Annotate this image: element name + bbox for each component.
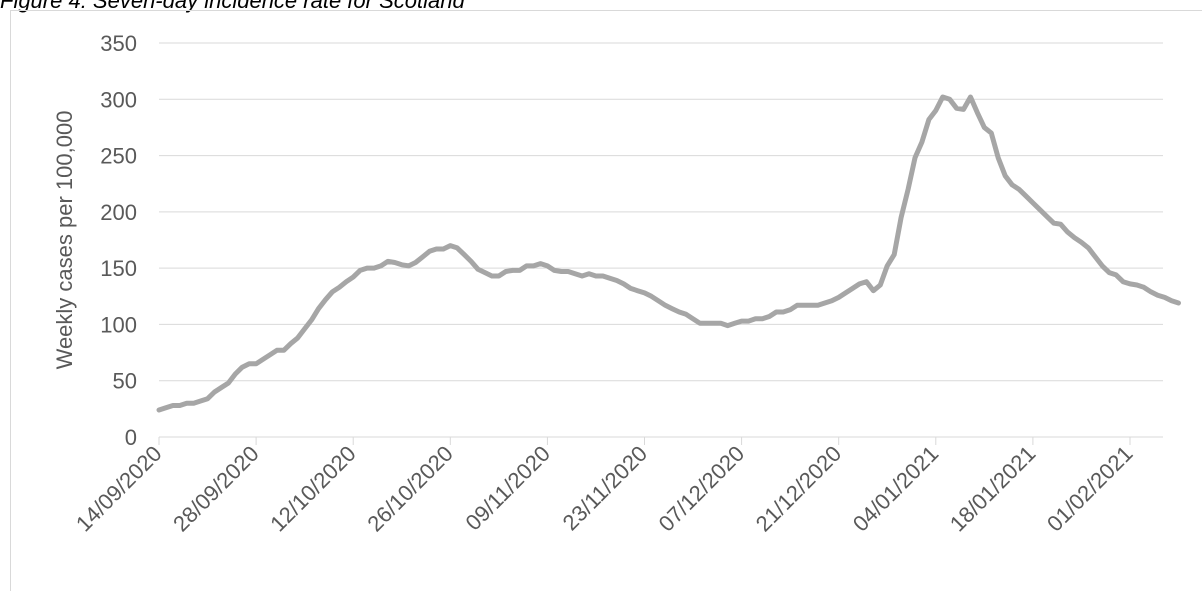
y-tick-label: 50	[113, 369, 137, 394]
y-tick-label: 350	[100, 31, 137, 56]
x-tick-label: 26/10/2020	[362, 441, 458, 537]
series-line	[156, 94, 1181, 413]
x-tick-label: 21/12/2020	[751, 441, 847, 537]
x-tick-label: 28/09/2020	[168, 441, 264, 537]
x-tick-label: 14/09/2020	[71, 441, 167, 537]
x-tick-label: 07/12/2020	[654, 441, 750, 537]
y-tick-label: 100	[100, 312, 137, 337]
x-tick-label: 18/01/2021	[945, 441, 1041, 537]
y-tick-label: 0	[125, 425, 137, 450]
x-tick-label: 09/11/2020	[461, 441, 555, 535]
y-tick-label: 150	[100, 256, 137, 281]
x-tick-label: 12/10/2020	[265, 441, 361, 537]
y-axis-ticks: 0 50 100 150 200 250 300 350	[100, 31, 137, 450]
figure-title: Figure 4: Seven-day incidence rate for S…	[0, 0, 465, 13]
x-tick-label: 23/11/2020	[558, 441, 652, 535]
x-tick-label: 01/02/2021	[1042, 441, 1138, 537]
y-axis-label: Weekly cases per 100,000	[52, 111, 77, 370]
gridlines	[159, 42, 1163, 382]
x-axis-ticks: 14/09/2020 28/09/2020 12/10/2020 26/10/2020…	[71, 437, 1138, 536]
y-tick-label: 300	[100, 87, 137, 112]
y-tick-label: 200	[100, 200, 137, 225]
y-tick-label: 250	[100, 144, 137, 169]
series-layer	[156, 94, 1181, 413]
chart-frame	[10, 10, 1202, 591]
x-tick-label: 04/01/2021	[848, 441, 944, 537]
